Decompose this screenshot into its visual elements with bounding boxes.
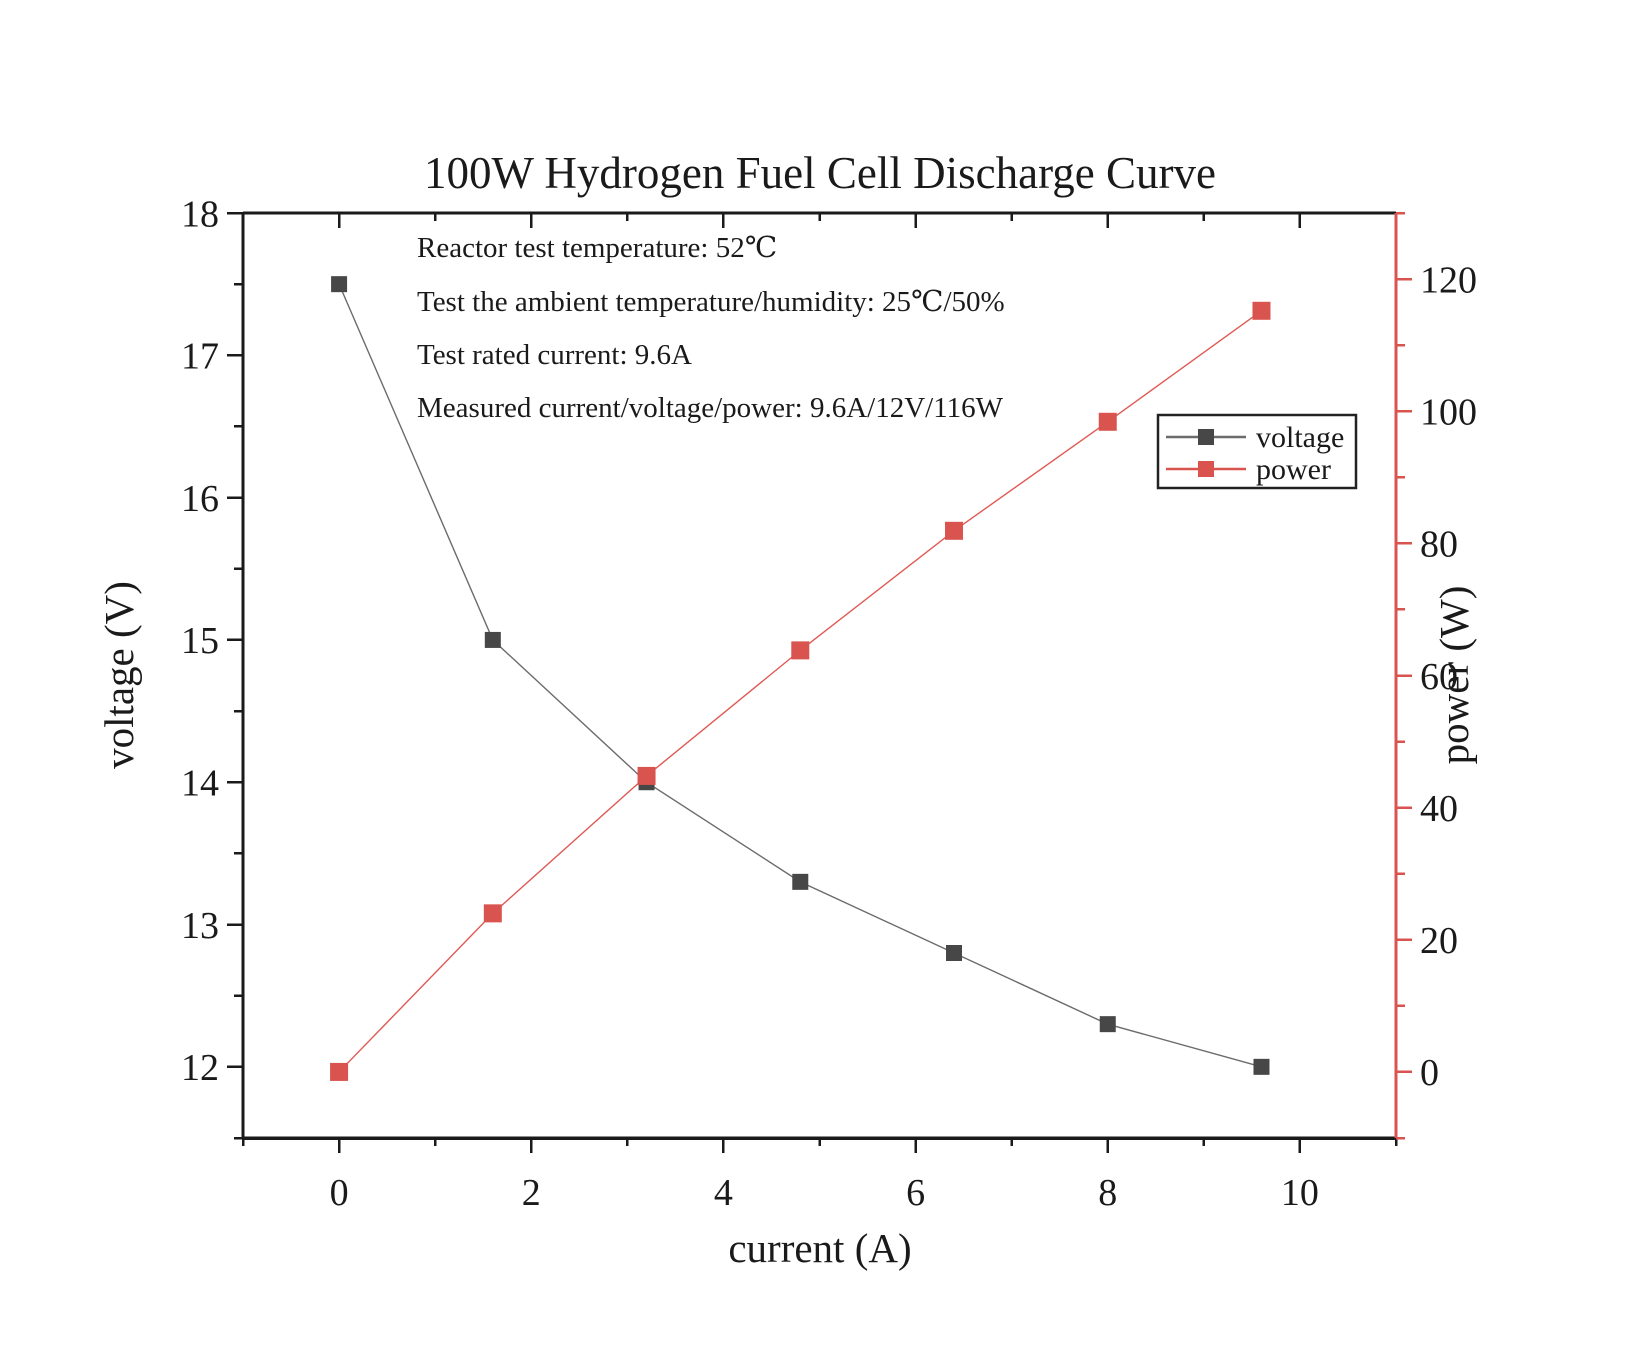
voltage-data-point [331, 276, 348, 293]
voltage-data-point [946, 945, 963, 961]
voltage-data-point [1099, 1016, 1116, 1033]
annotation-block: Reactor test temperature: 52℃ Test the a… [417, 232, 1005, 424]
x-tick-label: 2 [522, 1172, 541, 1214]
x-tick-label: 6 [906, 1172, 925, 1214]
legend-voltage-label: voltage [1256, 421, 1344, 454]
legend-voltage-marker [1198, 429, 1214, 445]
left-tick-label: 15 [181, 620, 219, 662]
annotation-line-4: Measured current/voltage/power: 9.6A/12V… [417, 392, 1004, 424]
legend: voltage power [1156, 413, 1358, 490]
legend-box [1156, 413, 1358, 490]
power-data-point [791, 641, 810, 660]
annotation-line-2: Test the ambient temperature/humidity: 2… [417, 286, 1005, 318]
left-tick-label: 12 [181, 1047, 219, 1089]
annotation-line-3: Test rated current: 9.6A [417, 339, 692, 371]
power-data-point [330, 1062, 349, 1081]
left-tick-label: 16 [181, 478, 219, 520]
power-data-point [637, 766, 656, 785]
power-data-point [1252, 301, 1271, 320]
axis-ticks: 0 2 4 6 8 10 12 13 14 15 16 17 18 0 20 40 60 80 100 120 [181, 193, 1477, 1214]
right-tick-label: 80 [1420, 524, 1458, 566]
x-tick-label: 10 [1281, 1172, 1319, 1214]
axes-spines [241, 211, 1398, 1140]
right-tick-label: 0 [1420, 1052, 1439, 1094]
voltage-data-point [792, 873, 809, 890]
power-data-point [945, 521, 964, 540]
left-tick-label: 17 [181, 336, 219, 378]
x-axis-label: current (A) [728, 1225, 911, 1271]
right-tick-label: 120 [1420, 259, 1477, 301]
left-tick-label: 18 [181, 193, 219, 235]
annotation-line-1: Reactor test temperature: 52℃ [417, 232, 777, 264]
left-tick-label: 14 [181, 763, 219, 805]
legend-power-label: power [1256, 453, 1331, 486]
voltage-series [331, 276, 1270, 1075]
voltage-data-point [1253, 1058, 1270, 1075]
voltage-data-point [484, 631, 501, 648]
right-tick-label: 40 [1420, 788, 1458, 830]
right-axis-label: power (W) [1431, 586, 1477, 765]
power-series [330, 301, 1271, 1081]
right-tick-label: 100 [1420, 392, 1477, 434]
power-data-point [1098, 412, 1117, 431]
power-data-point [483, 904, 502, 923]
chart-title: 100W Hydrogen Fuel Cell Discharge Curve [424, 148, 1216, 198]
x-tick-label: 8 [1098, 1172, 1117, 1214]
legend-power-marker [1198, 461, 1214, 477]
x-tick-label: 0 [330, 1172, 349, 1214]
power-line [338, 310, 1262, 1073]
x-tick-label: 4 [714, 1172, 733, 1214]
data-series [330, 276, 1271, 1081]
left-axis-label: voltage (V) [96, 581, 142, 769]
right-tick-label: 20 [1420, 920, 1458, 962]
right-tick-label: 60 [1420, 656, 1458, 698]
left-tick-label: 13 [181, 905, 219, 947]
